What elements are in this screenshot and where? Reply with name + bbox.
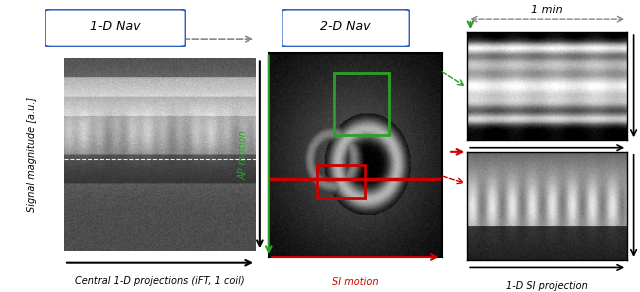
Text: 1-D Nav: 1-D Nav — [90, 20, 140, 34]
Text: SI motion: SI motion — [332, 277, 378, 287]
Text: Signal magnitude [a.u.]: Signal magnitude [a.u.] — [27, 97, 37, 212]
FancyBboxPatch shape — [45, 10, 186, 47]
Text: 2-D Nav: 2-D Nav — [321, 20, 371, 34]
Text: AP motion: AP motion — [238, 130, 248, 180]
Text: Central 1-D projections (iFT, 1 coil): Central 1-D projections (iFT, 1 coil) — [75, 276, 245, 286]
Text: 1 min: 1 min — [144, 21, 176, 32]
Bar — [317, 166, 365, 198]
Bar — [334, 74, 389, 135]
Text: 1-D AP projection: 1-D AP projection — [504, 162, 590, 172]
Text: 1-D SI projection: 1-D SI projection — [506, 281, 588, 291]
Text: 1 min: 1 min — [531, 5, 563, 15]
FancyBboxPatch shape — [282, 10, 410, 47]
